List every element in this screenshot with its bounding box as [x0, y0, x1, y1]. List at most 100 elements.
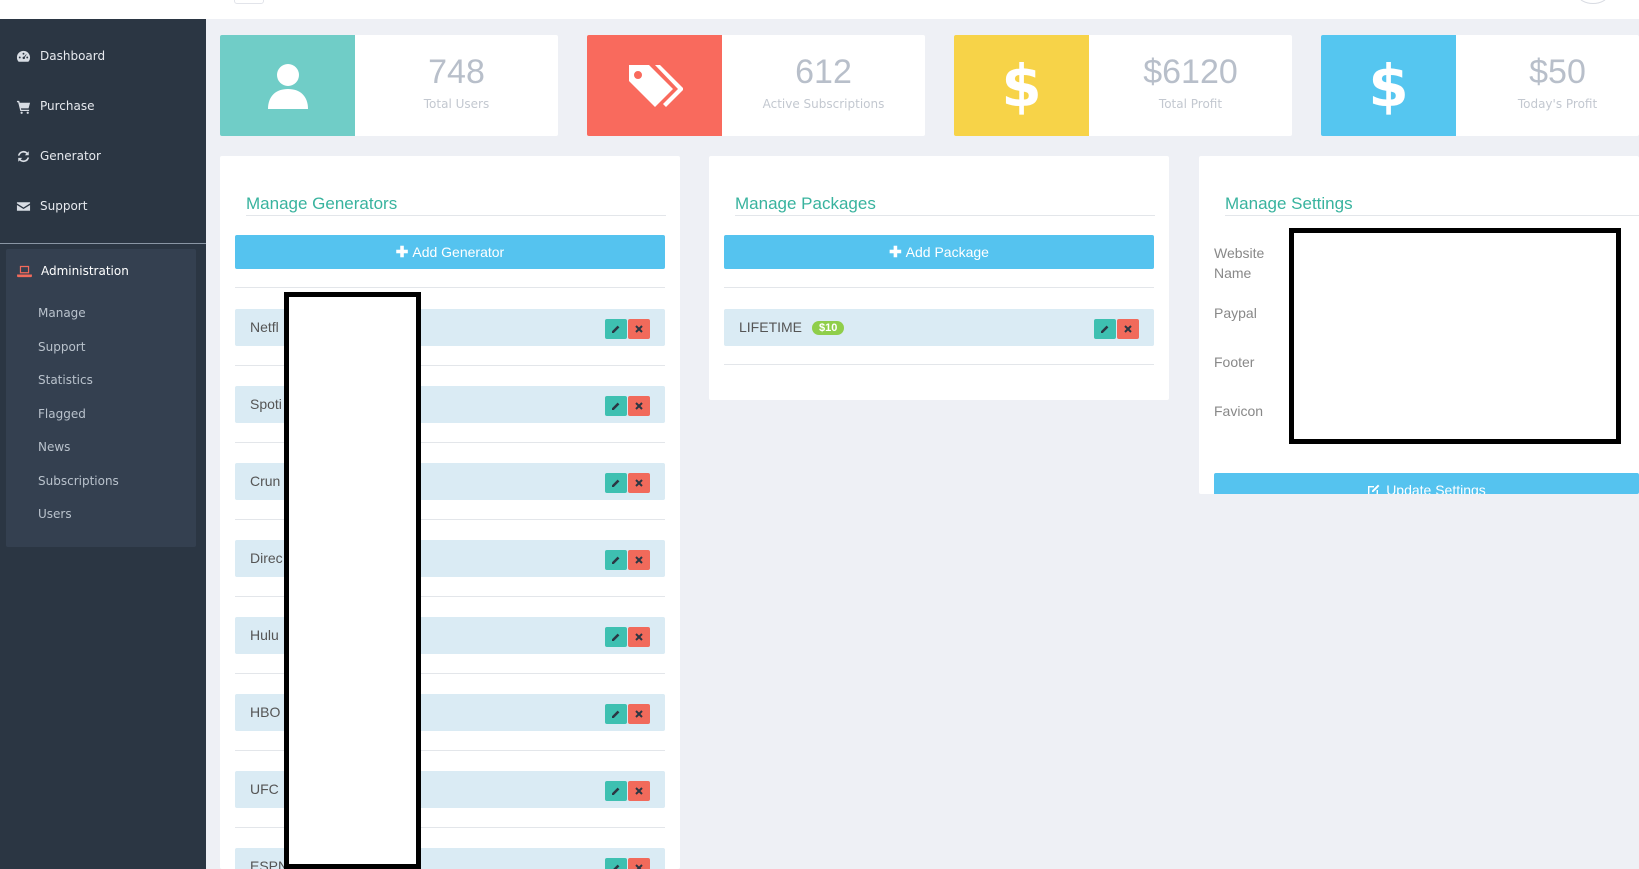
sidebar-item-label: Generator: [40, 149, 101, 163]
delete-generator-button[interactable]: [628, 781, 650, 801]
update-settings-button[interactable]: Update Settings: [1214, 473, 1639, 494]
sidebar-subitem-users[interactable]: Users: [38, 507, 72, 521]
plus-icon: ✚: [395, 244, 409, 261]
generator-name: HBO: [250, 704, 281, 720]
setting-label-footer: Footer: [1214, 354, 1255, 370]
stat-icon-box: $: [954, 35, 1089, 136]
package-price-badge: $10: [812, 321, 845, 335]
close-icon: [635, 479, 643, 487]
pencil-icon: [612, 556, 620, 564]
edit-generator-button[interactable]: [605, 781, 627, 801]
row-separator: [235, 827, 665, 828]
delete-generator-button[interactable]: [628, 704, 650, 724]
edit-generator-button[interactable]: [605, 396, 627, 416]
package-name: LIFETIME: [739, 319, 803, 335]
sidebar-item-generator[interactable]: Generator: [16, 146, 101, 166]
edit-generator-button[interactable]: [605, 704, 627, 724]
sidebar-subitem-support[interactable]: Support: [38, 340, 86, 354]
dollar-icon: $: [1368, 51, 1409, 120]
envelope-icon: [16, 201, 31, 211]
menu-toggle-button[interactable]: [234, 0, 264, 4]
dashboard-icon: [16, 50, 30, 62]
pencil-icon: [612, 633, 620, 641]
sidebar-subitem-subscriptions[interactable]: Subscriptions: [38, 474, 119, 488]
add-generator-button[interactable]: ✚ Add Generator: [235, 235, 665, 269]
close-icon: [1124, 325, 1132, 333]
panel-divider: [246, 215, 666, 216]
tags-icon: [628, 64, 683, 107]
delete-generator-button[interactable]: [628, 550, 650, 570]
stat-icon-box: $: [1321, 35, 1456, 136]
edit-generator-button[interactable]: [605, 858, 627, 869]
sidebar-subitem-flagged[interactable]: Flagged: [38, 407, 86, 421]
laptop-icon: [17, 265, 32, 277]
close-icon: [635, 633, 643, 641]
sidebar-item-support[interactable]: Support: [16, 196, 87, 216]
sidebar-item-administration[interactable]: Administration: [17, 264, 129, 278]
sidebar-subitem-manage[interactable]: Manage: [38, 306, 86, 320]
panel-title: Manage Generators: [246, 194, 398, 213]
edit-generator-button[interactable]: [605, 627, 627, 647]
package-name-wrap: LIFETIME $10: [739, 319, 845, 335]
generator-name: Netfl: [250, 319, 279, 335]
package-row: LIFETIME $10: [724, 309, 1154, 346]
sidebar-subitem-news[interactable]: News: [38, 440, 71, 454]
close-icon: [635, 402, 643, 410]
stat-card-total-users: 748 Total Users: [220, 35, 558, 136]
generator-name: ESPN: [250, 858, 289, 869]
stat-value: 612: [795, 53, 852, 91]
generator-name: Hulu: [250, 627, 279, 643]
plus-icon: ✚: [889, 244, 902, 261]
edit-package-button[interactable]: [1094, 319, 1116, 339]
user-menu-avatar[interactable]: [1578, 0, 1608, 4]
pencil-icon: [612, 787, 620, 795]
edit-icon: [1368, 484, 1380, 494]
stat-card-active-subscriptions: 612 Active Subscriptions: [587, 35, 925, 136]
row-separator: [235, 596, 665, 597]
delete-generator-button[interactable]: [628, 319, 650, 339]
redaction-block: [1289, 228, 1621, 444]
delete-generator-button[interactable]: [628, 473, 650, 493]
panel-divider: [735, 215, 1155, 216]
stat-label: Total Profit: [1158, 97, 1223, 111]
setting-label-paypal: Paypal: [1214, 305, 1257, 321]
close-icon: [635, 325, 643, 333]
stat-icon-box: [587, 35, 722, 136]
pencil-icon: [612, 479, 620, 487]
sidebar: Dashboard Purchase Generator Support Adm…: [0, 19, 206, 869]
generator-name: Direc: [250, 550, 283, 566]
edit-generator-button[interactable]: [605, 550, 627, 570]
panel-title: Manage Packages: [735, 194, 876, 213]
delete-generator-button[interactable]: [628, 396, 650, 416]
stat-value: 748: [428, 53, 485, 91]
cart-icon: [16, 100, 31, 114]
delete-package-button[interactable]: [1117, 319, 1139, 339]
pencil-icon: [612, 325, 620, 333]
row-separator: [235, 750, 665, 751]
row-separator: [235, 673, 665, 674]
sidebar-item-label: Dashboard: [40, 49, 106, 63]
generator-name: Spoti: [250, 396, 282, 412]
setting-label-website-name: Website Name: [1214, 245, 1265, 281]
delete-generator-button[interactable]: [628, 627, 650, 647]
stat-value: $6120: [1143, 53, 1238, 91]
close-icon: [635, 556, 643, 564]
sidebar-item-label: Support: [40, 199, 88, 213]
sidebar-subitem-statistics[interactable]: Statistics: [38, 373, 93, 387]
edit-generator-button[interactable]: [605, 319, 627, 339]
row-separator: [724, 287, 1154, 288]
add-generator-label: Add Generator: [412, 244, 505, 260]
row-separator: [235, 519, 665, 520]
pencil-icon: [613, 864, 620, 869]
add-package-button[interactable]: ✚ Add Package: [724, 235, 1154, 269]
packages-panel: Manage Packages ✚ Add Package LIFETIME $1…: [709, 156, 1169, 400]
sidebar-item-purchase[interactable]: Purchase: [16, 96, 95, 116]
pencil-icon: [612, 710, 620, 718]
close-icon: [635, 710, 643, 718]
stat-icon-box: [220, 35, 355, 136]
edit-generator-button[interactable]: [605, 473, 627, 493]
sidebar-item-dashboard[interactable]: Dashboard: [16, 46, 105, 66]
delete-generator-button[interactable]: [628, 858, 650, 869]
sidebar-item-label: Administration: [41, 264, 129, 278]
pencil-icon: [1101, 325, 1109, 333]
